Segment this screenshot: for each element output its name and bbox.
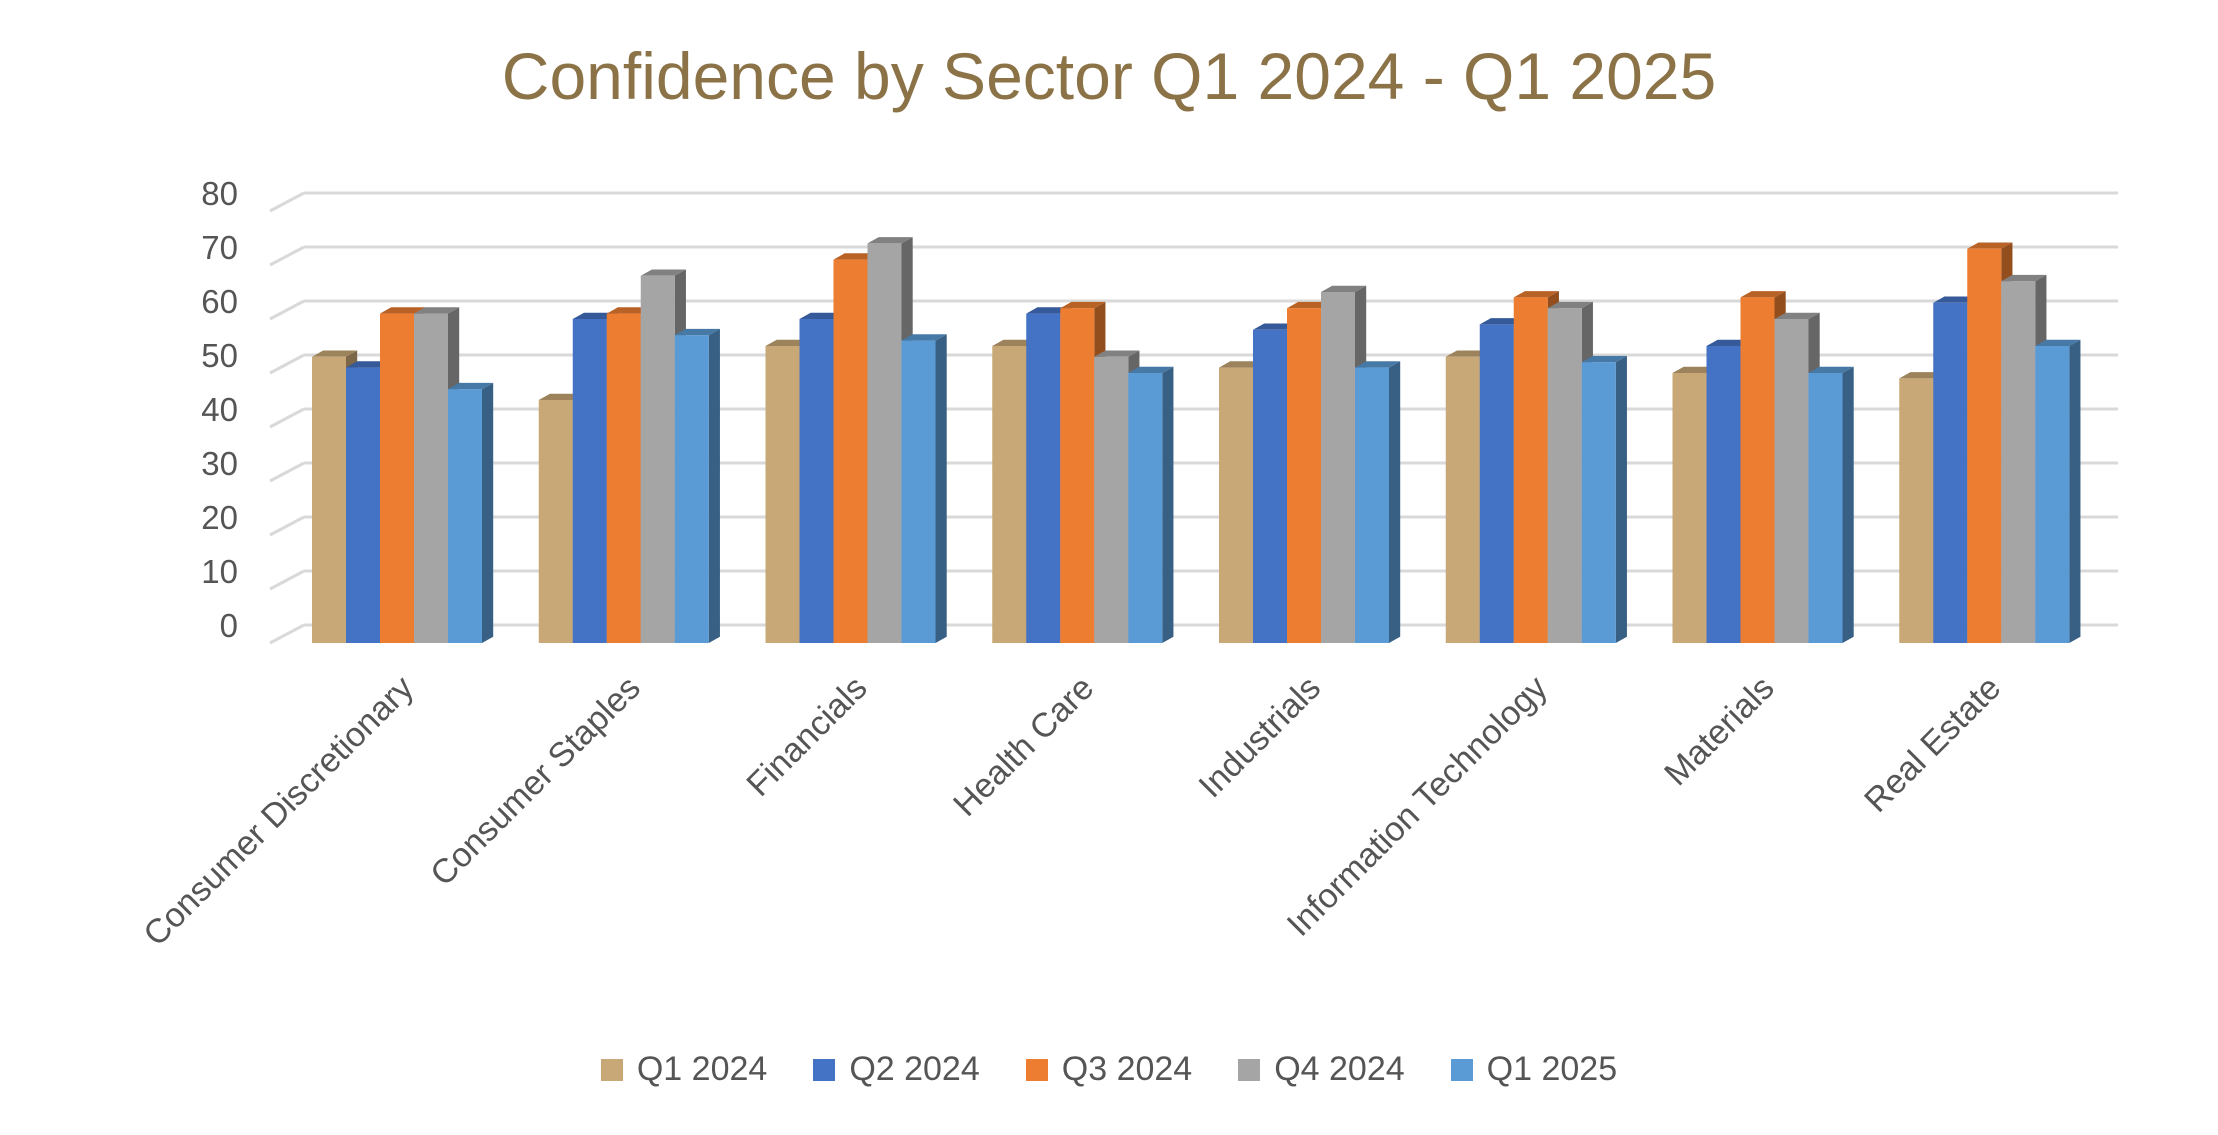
category-label: Information Technology (1280, 669, 1555, 944)
gridline-depth (269, 461, 305, 483)
bar (901, 334, 947, 643)
y-tick-label: 30 (201, 445, 238, 482)
y-tick-label: 10 (201, 553, 238, 590)
gridline-depth (269, 407, 305, 429)
legend-swatch (600, 1058, 623, 1081)
legend: Q1 2024 Q2 2024 Q3 2024 Q4 2024 Q1 2025 (0, 1050, 2218, 1089)
y-tick-label: 50 (201, 337, 238, 374)
y-tick-label: 20 (201, 499, 238, 536)
gridline-depth (269, 191, 305, 213)
bar (2035, 339, 2081, 643)
legend-swatch (1450, 1058, 1473, 1081)
legend-label: Q3 2024 (1061, 1050, 1193, 1088)
y-tick-label: 70 (201, 229, 238, 266)
legend-item: Q4 2024 (1238, 1050, 1405, 1089)
category-label: Industrials (1192, 669, 1328, 805)
legend-item: Q1 2024 (600, 1050, 768, 1089)
bar (1774, 312, 1820, 643)
y-tick-label: 40 (201, 391, 238, 428)
gridline-depth (269, 245, 305, 267)
legend-swatch (813, 1058, 836, 1081)
y-tick-label: 60 (201, 283, 238, 320)
legend-swatch (1238, 1058, 1261, 1081)
bar (1128, 366, 1174, 643)
legend-swatch (1025, 1058, 1048, 1081)
category-label: Materials (1657, 669, 1781, 793)
gridline-depth (269, 353, 305, 375)
category-label: Health Care (946, 669, 1101, 824)
chart-title: Confidence by Sector Q1 2024 - Q1 2025 (501, 39, 1717, 113)
bar (674, 328, 720, 643)
legend-label: Q4 2024 (1274, 1050, 1405, 1088)
bar (1808, 366, 1854, 643)
legend-label: Q2 2024 (849, 1050, 980, 1088)
category-label: Consumer Discretionary (136, 669, 421, 954)
gridline-depth (269, 299, 305, 321)
y-tick-label: 0 (220, 607, 238, 644)
gridline-depth (269, 569, 305, 591)
category-label: Financials (739, 669, 874, 804)
legend-label: Q1 2025 (1486, 1050, 1618, 1088)
gridline-depth (269, 623, 305, 645)
bar (448, 382, 494, 643)
category-label: Real Estate (1857, 669, 2008, 820)
category-label: Consumer Staples (423, 669, 648, 894)
bar (1355, 361, 1401, 643)
bar (1581, 355, 1627, 643)
legend-label: Q1 2024 (636, 1050, 768, 1088)
legend-item: Q1 2025 (1450, 1050, 1618, 1089)
gridline-depth (269, 515, 305, 537)
legend-item: Q2 2024 (813, 1050, 980, 1089)
y-tick-label: 80 (201, 175, 238, 212)
legend-item: Q3 2024 (1025, 1050, 1193, 1089)
